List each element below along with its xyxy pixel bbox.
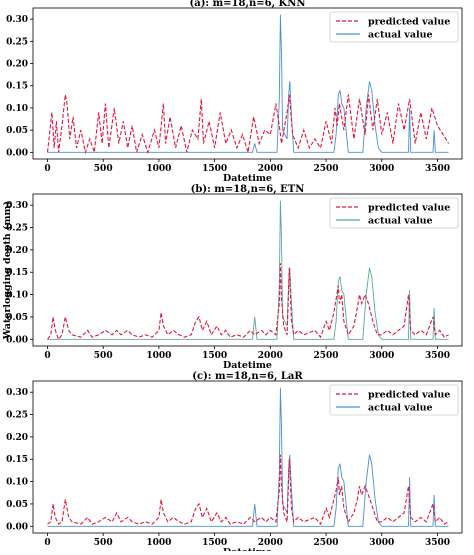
y-tick-label: 0.30 xyxy=(6,15,28,25)
y-tick-label: 0.30 xyxy=(6,388,28,398)
y-tick-label: 0.00 xyxy=(6,522,28,532)
x-tick-label: 0 xyxy=(44,164,50,174)
x-tick-label: 3500 xyxy=(425,164,450,174)
x-tick-label: 1000 xyxy=(146,351,171,361)
chart-title: (b): m=18,n=6, ETN xyxy=(191,184,305,195)
legend-label-actual: actual value xyxy=(368,216,433,227)
legend-label-predicted: predicted value xyxy=(368,203,450,214)
x-tick-label: 500 xyxy=(94,351,113,361)
x-tick-label: 1000 xyxy=(146,538,171,548)
x-tick-label: 2500 xyxy=(314,538,339,548)
legend-box xyxy=(329,197,459,229)
x-tick-label: 2000 xyxy=(258,538,283,548)
x-tick-label: 3000 xyxy=(369,351,394,361)
series-line-actual xyxy=(47,387,449,527)
y-tick-label: 0.05 xyxy=(6,126,28,136)
x-tick-label: 1000 xyxy=(146,164,171,174)
y-tick-label: 0.30 xyxy=(6,201,28,211)
series-line-predicted xyxy=(46,94,450,155)
legend-box xyxy=(329,11,459,43)
chart-title: (a): m=18,n=6, KNN xyxy=(189,0,305,9)
chart-panel-b: (b): m=18,n=6, ETN 0 500 1000 1500 2000 2500 30… xyxy=(6,184,463,371)
y-tick-label: 0.00 xyxy=(6,335,28,345)
x-axis-label: Datetime xyxy=(223,360,272,371)
legend-box xyxy=(329,384,459,416)
y-tick-label: 0.20 xyxy=(6,433,28,443)
y-axis-label: Waterlogging depth (mm) xyxy=(2,201,13,340)
x-tick-label: 3000 xyxy=(369,538,394,548)
legend-label-actual: actual value xyxy=(368,403,433,414)
plot-frame xyxy=(32,193,463,347)
y-tick-label: 0.00 xyxy=(6,148,28,158)
y-tick-label: 0.25 xyxy=(6,37,28,47)
y-tick-label: 0.25 xyxy=(6,411,28,421)
y-tick-label: 0.10 xyxy=(6,104,28,114)
x-tick-label: 3500 xyxy=(425,538,450,548)
x-tick-label: 500 xyxy=(94,164,113,174)
plot-frame xyxy=(32,7,463,160)
x-tick-label: 3000 xyxy=(369,164,394,174)
y-tick-label: 0.05 xyxy=(6,313,28,323)
y-tick-label: 0.15 xyxy=(6,82,28,92)
x-tick-label: 1500 xyxy=(202,164,227,174)
legend-label-predicted: predicted value xyxy=(368,390,450,401)
chart-panel-a: (a): m=18,n=6, KNN 0 500 1000 1500 2000 2500 30… xyxy=(6,0,463,184)
legend-label-actual: actual value xyxy=(368,30,433,41)
x-tick-label: 2000 xyxy=(258,351,283,361)
x-tick-label: 1500 xyxy=(202,351,227,361)
x-tick-label: 2000 xyxy=(258,164,283,174)
x-axis-label: Datetime xyxy=(223,173,272,184)
chart-title: (c): m=18,n=6, LaR xyxy=(192,371,303,382)
y-tick-label: 0.10 xyxy=(6,478,28,488)
legend-label-predicted: predicted value xyxy=(368,17,450,28)
x-tick-label: 500 xyxy=(94,538,113,548)
series-line-predicted xyxy=(47,454,449,526)
plot-frame xyxy=(32,380,463,534)
series-line-actual xyxy=(47,14,449,153)
y-tick-label: 0.05 xyxy=(6,500,28,510)
series-line-actual xyxy=(47,200,449,340)
y-tick-label: 0.15 xyxy=(6,455,28,465)
y-tick-label: 0.25 xyxy=(6,224,28,234)
x-tick-label: 2500 xyxy=(314,351,339,361)
x-tick-label: 3500 xyxy=(425,351,450,361)
chart-panel-c: (c): m=18,n=6, LaR 0 500 1000 1500 2000 2500 30… xyxy=(6,371,463,555)
y-tick-label: 0.20 xyxy=(6,246,28,256)
x-tick-label: 0 xyxy=(44,538,50,548)
x-tick-label: 0 xyxy=(44,351,50,361)
y-tick-label: 0.10 xyxy=(6,291,28,301)
x-tick-label: 2500 xyxy=(314,164,339,174)
y-tick-label: 0.20 xyxy=(6,60,28,70)
series-line-predicted xyxy=(47,263,449,341)
x-tick-label: 1500 xyxy=(202,538,227,548)
x-axis-label: Datetime xyxy=(223,547,272,551)
y-tick-label: 0.15 xyxy=(6,268,28,278)
